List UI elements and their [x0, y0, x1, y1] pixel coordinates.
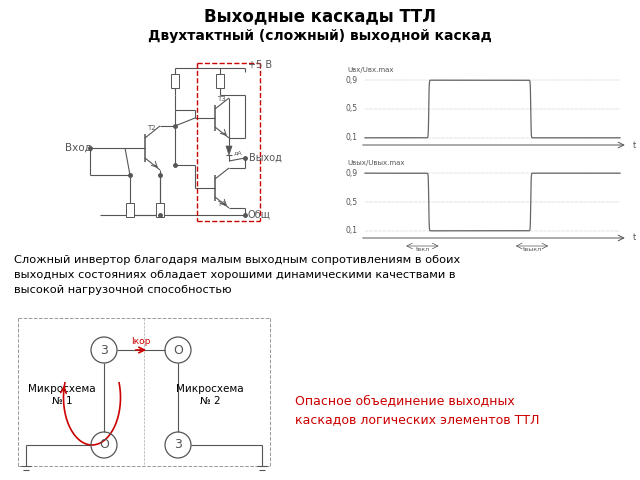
Text: 0,9: 0,9 [345, 168, 357, 178]
Text: tвыкл: tвыкл [522, 247, 541, 252]
Text: Микросхема
№ 2: Микросхема № 2 [176, 384, 244, 406]
Text: Опасное объединение выходных
каскадов логических элементов ТТЛ: Опасное объединение выходных каскадов ло… [295, 394, 540, 426]
Text: дА: дА [234, 151, 243, 156]
Text: t: t [633, 141, 636, 149]
Text: Общ: Общ [248, 210, 271, 220]
Text: +5 В: +5 В [248, 60, 272, 70]
Text: t: t [633, 233, 636, 242]
Text: Uвх/Uвх.max: Uвх/Uвх.max [347, 67, 394, 73]
Bar [216, 74, 224, 88]
Text: T4: T4 [217, 201, 226, 207]
Text: O: O [99, 439, 109, 452]
Polygon shape [226, 146, 232, 155]
Text: Iкор: Iкор [131, 336, 150, 346]
Text: 0,9: 0,9 [345, 76, 357, 84]
Text: tвкл: tвкл [415, 247, 429, 252]
Bar [156, 203, 164, 217]
Text: Uвых/Uвых.max: Uвых/Uвых.max [347, 160, 404, 166]
Text: T2: T2 [147, 125, 156, 131]
Text: 0,1: 0,1 [346, 133, 357, 142]
Bar [126, 203, 134, 217]
Text: 3: 3 [174, 439, 182, 452]
Text: Выходные каскады ТТЛ: Выходные каскады ТТЛ [204, 7, 436, 25]
Bar [171, 74, 179, 88]
Text: O: O [173, 344, 183, 357]
Text: 3: 3 [100, 344, 108, 357]
Text: Вход: Вход [65, 143, 92, 153]
Text: T3: T3 [217, 96, 226, 102]
Text: Двухтактный (сложный) выходной каскад: Двухтактный (сложный) выходной каскад [148, 29, 492, 43]
Text: 0,5: 0,5 [345, 105, 357, 113]
Text: Микросхема
№ 1: Микросхема № 1 [28, 384, 96, 406]
Text: 0,1: 0,1 [346, 226, 357, 235]
Text: Сложный инвертор благодаря малым выходным сопротивлениям в обоих
выходных состоя: Сложный инвертор благодаря малым выходны… [14, 255, 460, 295]
Text: 0,5: 0,5 [345, 197, 357, 206]
Text: Выход: Выход [249, 153, 282, 163]
